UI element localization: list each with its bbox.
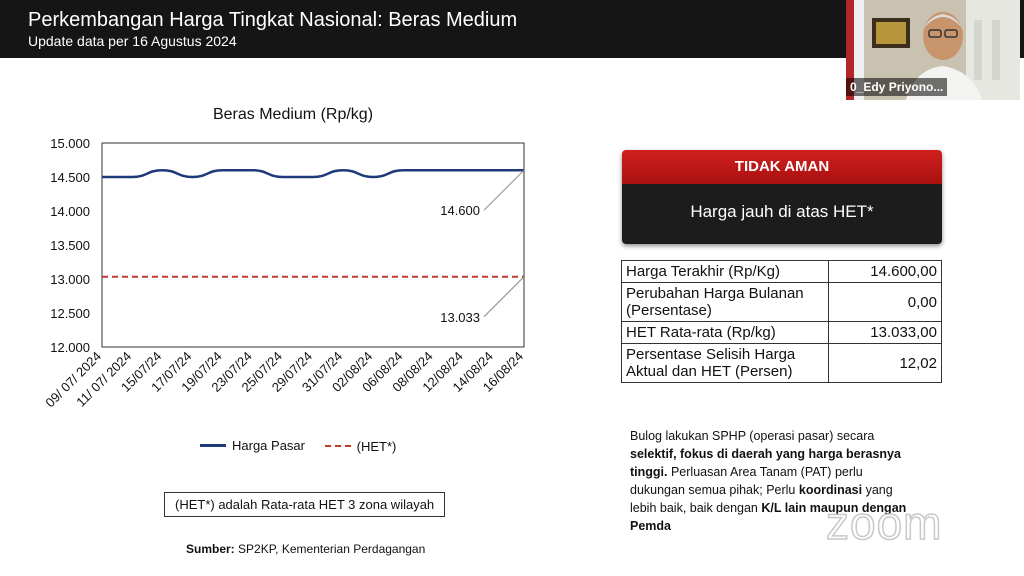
legend-swatch-dashed: [324, 445, 351, 447]
chart-legend: Harga Pasar (HET*): [200, 435, 412, 454]
y-tick-label: 15.000: [50, 136, 90, 151]
table-cell-value: 12,02: [828, 343, 942, 383]
slide-subtitle: Update data per 16 Agustus 2024: [28, 33, 237, 49]
annotation-leader: [483, 276, 525, 318]
table-cell-value: 13.033,00: [828, 321, 942, 344]
chart-title: Beras Medium (Rp/kg): [212, 106, 374, 123]
participant-video-feed: [846, 0, 1020, 100]
table-row: Persentase Selisih Harga Aktual dan HET …: [621, 343, 942, 383]
table-row: Perubahan Harga Bulanan (Persentase) 0,0…: [621, 282, 942, 322]
table-row: Harga Terakhir (Rp/Kg) 14.600,00: [621, 260, 942, 283]
table-row: HET Rata-rata (Rp/kg) 13.033,00: [621, 321, 942, 344]
data-label: 13.033: [440, 310, 480, 325]
price-stats-table: Harga Terakhir (Rp/Kg) 14.600,00 Perubah…: [621, 260, 942, 383]
slide-title: Perkembangan Harga Tingkat Nasional: Ber…: [28, 9, 518, 31]
legend-label: (HET*): [356, 438, 397, 454]
status-message: Harga jauh di atas HET*: [622, 184, 942, 244]
desc-bold: selektif, fokus di daerah yang harga ber…: [630, 447, 901, 479]
y-tick-label: 14.500: [50, 170, 90, 185]
zoom-watermark: zoom: [825, 496, 943, 550]
source-line: Sumber: SP2KP, Kementerian Perdagangan: [186, 542, 425, 556]
y-tick-label: 13.000: [50, 272, 90, 287]
y-tick-label: 12.000: [50, 340, 90, 355]
legend-label: Harga Pasar: [232, 438, 305, 453]
status-card: TIDAK AMAN Harga jauh di atas HET*: [622, 150, 942, 244]
participant-name: 0_Edy Priyono...: [846, 78, 948, 96]
het-note: (HET*) adalah Rata-rata HET 3 zona wilay…: [164, 492, 446, 517]
table-cell-value: 0,00: [828, 282, 942, 322]
table-cell-label: HET Rata-rata (Rp/kg): [621, 321, 829, 344]
table-cell-value: 14.600,00: [828, 260, 942, 283]
desc-bold: koordinasi: [798, 483, 863, 497]
table-cell-label: Harga Terakhir (Rp/Kg): [621, 260, 829, 283]
participant-video[interactable]: 0_Edy Priyono...: [846, 0, 1020, 100]
annotation-leader: [483, 169, 525, 211]
y-tick-label: 14.000: [50, 204, 90, 219]
legend-item-harga-pasar: Harga Pasar: [200, 438, 305, 453]
desc-text: Bulog lakukan SPHP (operasi pasar) secar…: [630, 429, 875, 443]
legend-swatch-solid: [200, 444, 226, 447]
source-label: Sumber:: [186, 542, 235, 556]
data-label: 14.600: [440, 203, 480, 218]
status-badge: TIDAK AMAN: [622, 150, 942, 184]
y-tick-label: 12.500: [50, 306, 90, 321]
desc-text: yang lebih baik, baik dengan: [630, 483, 893, 515]
y-tick-label: 13.500: [50, 238, 90, 253]
table-cell-label: Persentase Selisih Harga Aktual dan HET …: [621, 343, 829, 383]
table-cell-label: Perubahan Harga Bulanan (Persentase): [621, 282, 829, 322]
desc-text: Perluasan Area Tanam (PAT) perlu dukunga…: [630, 465, 863, 497]
legend-item-het: (HET*): [324, 438, 397, 454]
price-line-chart: 15.000 14.500 14.000 13.500 13.000 12.500 12.0…: [42, 136, 526, 410]
series-line-0: [101, 168, 524, 179]
policy-description: Bulog lakukan SPHP (operasi pasar) secar…: [630, 427, 910, 535]
source-text: SP2KP, Kementerian Perdagangan: [238, 542, 426, 556]
desc-bold: K/L lain maupun dengan Pemda: [630, 501, 907, 533]
